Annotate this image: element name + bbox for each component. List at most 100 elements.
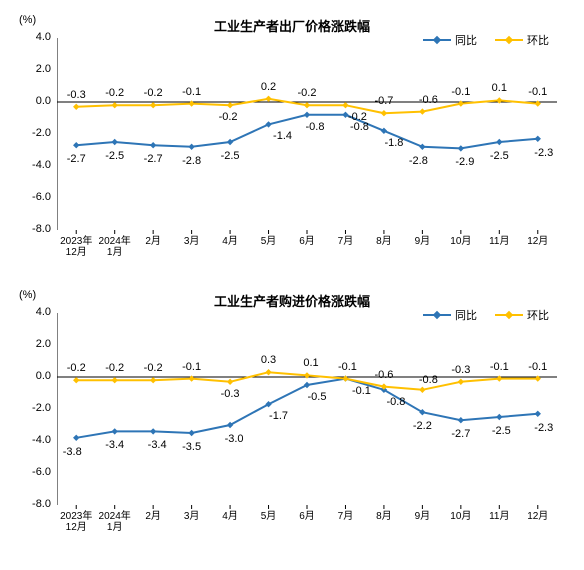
data-label: -2.8	[409, 155, 428, 167]
y-tick-label: -6.0	[15, 466, 51, 478]
y-axis-unit: (%)	[19, 289, 36, 301]
data-marker	[73, 104, 79, 110]
data-label: -2.2	[413, 420, 432, 432]
x-tick-label: 3月	[172, 511, 210, 522]
plot-area	[57, 38, 557, 238]
data-label: -3.8	[63, 446, 82, 458]
data-label: -2.9	[455, 156, 474, 168]
y-tick-label: -8.0	[15, 223, 51, 235]
data-label: -0.2	[348, 111, 367, 123]
data-label: -2.5	[105, 150, 124, 162]
data-label: -0.3	[221, 388, 240, 400]
data-label: -0.2	[105, 87, 124, 99]
data-label: -0.8	[306, 121, 325, 133]
data-marker	[496, 97, 502, 103]
y-tick-label: 4.0	[15, 306, 51, 318]
data-marker	[381, 110, 387, 116]
y-tick-label: -4.0	[15, 159, 51, 171]
data-marker	[150, 428, 156, 434]
data-label: -3.4	[105, 439, 124, 451]
data-marker	[73, 142, 79, 148]
data-marker	[381, 128, 387, 134]
data-marker	[150, 377, 156, 383]
data-label: -3.4	[148, 439, 167, 451]
data-label: -2.8	[182, 155, 201, 167]
data-marker	[111, 428, 117, 434]
x-tick-label: 2024年 1月	[95, 511, 133, 533]
x-tick-label: 5月	[249, 511, 287, 522]
data-label: -0.1	[352, 385, 371, 397]
x-tick-label: 5月	[249, 236, 287, 247]
data-marker	[419, 144, 425, 150]
data-marker	[188, 430, 194, 436]
data-label: 0.1	[492, 82, 507, 94]
x-tick-label: 11月	[480, 511, 518, 522]
y-tick-label: -6.0	[15, 191, 51, 203]
data-label: -0.8	[419, 374, 438, 386]
y-tick-label: -2.0	[15, 127, 51, 139]
x-tick-label: 2月	[134, 511, 172, 522]
data-label: -0.8	[386, 396, 405, 408]
x-tick-label: 6月	[288, 511, 326, 522]
data-marker	[304, 102, 310, 108]
x-tick-label: 6月	[288, 236, 326, 247]
data-label: -1.4	[273, 130, 292, 142]
y-tick-label: 2.0	[15, 338, 51, 350]
x-tick-label: 3月	[172, 236, 210, 247]
x-tick-label: 2023年 12月	[57, 236, 95, 258]
data-label: 0.3	[261, 354, 276, 366]
data-marker	[111, 139, 117, 145]
data-label: -3.5	[182, 441, 201, 453]
data-label: -2.3	[534, 422, 553, 434]
data-marker	[304, 382, 310, 388]
data-marker	[419, 108, 425, 114]
data-marker	[73, 377, 79, 383]
data-label: -2.5	[490, 150, 509, 162]
x-tick-label: 2024年 1月	[95, 236, 133, 258]
x-tick-label: 4月	[211, 511, 249, 522]
data-marker	[535, 100, 541, 106]
data-label: -0.3	[451, 364, 470, 376]
data-marker	[73, 435, 79, 441]
data-label: -0.1	[528, 361, 547, 373]
data-label: -0.1	[490, 361, 509, 373]
x-tick-label: 9月	[403, 511, 441, 522]
y-tick-label: 2.0	[15, 63, 51, 75]
data-label: 0.2	[261, 81, 276, 93]
data-label: -3.0	[225, 433, 244, 445]
x-tick-label: 7月	[326, 236, 364, 247]
data-label: -1.8	[384, 137, 403, 149]
x-tick-label: 10月	[442, 236, 480, 247]
data-label: -0.1	[182, 361, 201, 373]
data-marker	[265, 369, 271, 375]
x-tick-label: 7月	[326, 511, 364, 522]
data-marker	[265, 96, 271, 102]
data-marker	[111, 377, 117, 383]
data-label: -2.7	[67, 153, 86, 165]
line-chart: 工业生产者出厂价格涨跌幅(%)同比环比-8.0-6.0-4.0-2.00.02.…	[15, 10, 569, 275]
data-marker	[458, 145, 464, 151]
data-label: -0.6	[374, 369, 393, 381]
data-marker	[496, 414, 502, 420]
data-marker	[188, 144, 194, 150]
y-tick-label: -8.0	[15, 498, 51, 510]
data-marker	[342, 102, 348, 108]
data-marker	[150, 102, 156, 108]
data-marker	[419, 387, 425, 393]
data-label: -2.5	[221, 150, 240, 162]
x-tick-label: 2月	[134, 236, 172, 247]
data-label: -2.7	[451, 428, 470, 440]
data-marker	[188, 375, 194, 381]
data-marker	[227, 379, 233, 385]
data-label: -2.7	[144, 153, 163, 165]
x-tick-label: 10月	[442, 511, 480, 522]
data-label: -0.2	[105, 362, 124, 374]
data-label: -0.1	[338, 361, 357, 373]
data-label: 0.1	[303, 357, 318, 369]
data-marker	[227, 102, 233, 108]
data-label: -0.6	[419, 94, 438, 106]
data-marker	[496, 139, 502, 145]
data-label: -1.7	[269, 410, 288, 422]
data-label: -0.3	[67, 89, 86, 101]
data-marker	[111, 102, 117, 108]
